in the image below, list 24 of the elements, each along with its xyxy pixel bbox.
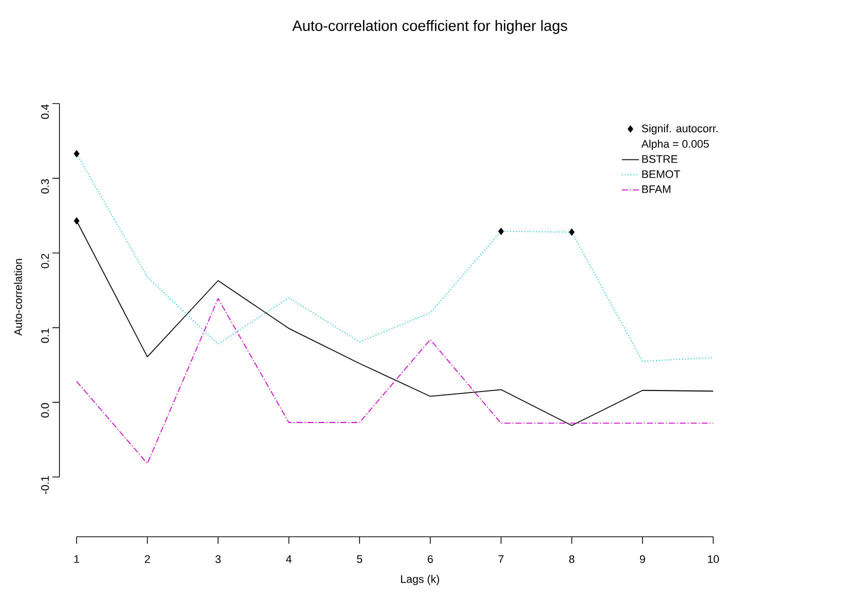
legend-label: Signif. autocorr.	[642, 124, 718, 134]
legend-label: BSTRE	[642, 155, 678, 163]
x-tick-label: 7	[498, 555, 504, 563]
x-tick-label: 4	[286, 555, 292, 563]
y-tick-label: 0.1	[41, 328, 49, 343]
y-tick-label: 0.2	[41, 254, 49, 268]
y-tick-label: 0.0	[41, 403, 49, 418]
legend-label: BEMOT	[642, 170, 680, 178]
x-tick-label: 2	[144, 555, 150, 563]
x-tick-label: 6	[428, 555, 433, 564]
y-tick-label: 0.3	[41, 179, 49, 194]
x-tick-label: 10	[708, 555, 719, 564]
x-axis-title: Lags (k)	[401, 574, 440, 586]
annotation: Alpha = 0.005	[641, 140, 709, 150]
y-tick-label: 0.4	[41, 104, 49, 119]
x-tick-label: 3	[215, 555, 221, 564]
y-axis-title: Auto-correlation	[14, 259, 22, 336]
x-tick-label: 5	[356, 555, 362, 563]
y-tick-label: -0.1	[41, 476, 49, 494]
x-tick-label: 8	[569, 555, 574, 564]
x-tick-label: 9	[640, 555, 646, 564]
x-tick-label: 1	[74, 555, 80, 563]
legend-label: BFAM	[642, 185, 670, 193]
chart-title: Auto-correlation coefficient for higher lags	[292, 20, 568, 34]
